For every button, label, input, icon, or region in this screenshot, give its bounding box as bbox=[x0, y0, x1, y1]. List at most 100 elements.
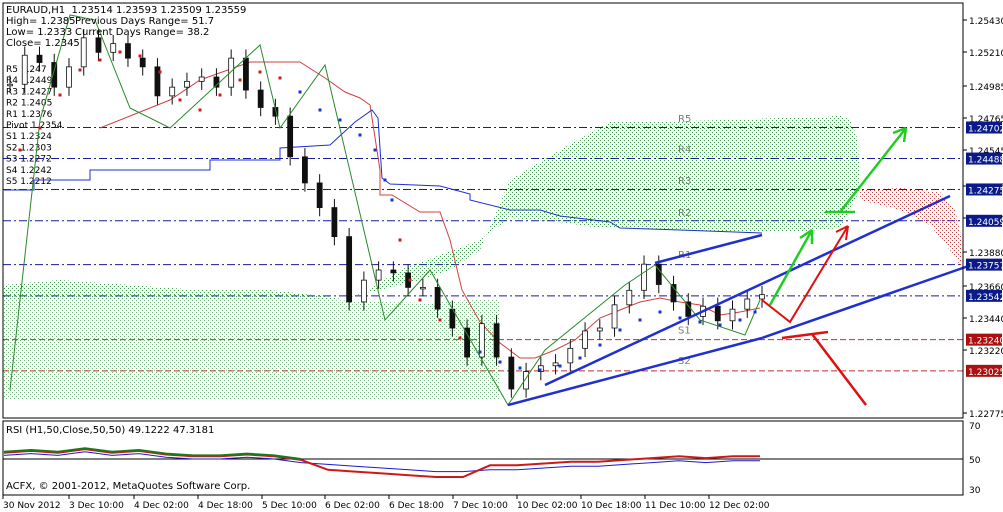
rsi-panel bbox=[3, 447, 963, 478]
pivot-label-5: Pivot 1.2354 bbox=[6, 121, 63, 131]
trend-dot bbox=[178, 98, 182, 102]
trend-dot bbox=[438, 318, 442, 322]
trend-channel-lower-start bbox=[507, 336, 763, 407]
trend-dot bbox=[18, 148, 22, 152]
trend-dot bbox=[218, 93, 222, 97]
x-tick-label: 4 Dec 02:00 bbox=[134, 501, 189, 511]
candle-body bbox=[169, 86, 176, 97]
stats-high: High= 1.2385 bbox=[6, 16, 76, 27]
price-tag-label: 1.24275 bbox=[968, 186, 1003, 196]
cloud-red-area bbox=[860, 188, 962, 268]
candle-body bbox=[611, 304, 618, 329]
candle-body bbox=[139, 57, 146, 68]
price-tag-label: 1.23240 bbox=[968, 337, 1003, 347]
price-tag-bg bbox=[966, 258, 1002, 271]
trend-dot bbox=[498, 360, 502, 364]
x-tick-label: 12 Dec 02:00 bbox=[709, 501, 770, 511]
trend-dot bbox=[738, 318, 742, 322]
rsi-green-line bbox=[3, 447, 302, 460]
trend-dot bbox=[383, 178, 387, 182]
level-label-r2: R2 bbox=[678, 208, 691, 219]
y-tick-label: 1.25210 bbox=[969, 49, 1003, 59]
red-arrowhead-1 bbox=[835, 225, 849, 241]
trend-dot bbox=[78, 68, 82, 72]
zigzag-line bbox=[9, 14, 761, 406]
candle-body bbox=[582, 330, 588, 349]
main-frame bbox=[2, 2, 964, 419]
pivot-label-6: S1 1.2324 bbox=[6, 132, 52, 142]
trend-dot bbox=[373, 148, 377, 152]
candle-body bbox=[36, 54, 43, 63]
green-arrowhead-1 bbox=[799, 228, 814, 244]
rsi-line bbox=[3, 451, 760, 473]
x-tick-label: 30 Nov 2012 bbox=[3, 501, 61, 511]
price-tag-bg bbox=[966, 289, 1002, 302]
red-arrow-2 bbox=[781, 330, 867, 406]
cloud-lower-area bbox=[4, 300, 500, 400]
x-tick-label: 10 Dec 02:00 bbox=[517, 501, 578, 511]
chart-frame bbox=[2, 2, 964, 496]
x-tick-label: 5 Dec 10:00 bbox=[262, 501, 317, 511]
candle-body bbox=[434, 287, 441, 310]
rsi-y-tick-label: 50 bbox=[969, 456, 981, 466]
stats-low: Low= 1.2333 bbox=[6, 27, 73, 38]
trend-dot bbox=[618, 328, 622, 332]
candle-body bbox=[228, 57, 235, 88]
trend-dot bbox=[398, 238, 402, 242]
trend-dot bbox=[558, 364, 562, 368]
candle-body bbox=[21, 54, 28, 85]
price-tags: 1.24702 1.24488 1.24275 1.24059 1.23757 1.235… bbox=[966, 121, 1003, 378]
price-tag-label: 1.23025 bbox=[968, 368, 1003, 378]
trend-dot bbox=[478, 350, 482, 354]
pivot-label-8: S3 1.2272 bbox=[6, 155, 52, 165]
candle-body bbox=[66, 66, 72, 88]
trend-dot bbox=[458, 336, 462, 340]
price-tag-label: 1.24488 bbox=[968, 156, 1003, 166]
candle-body bbox=[464, 327, 470, 358]
trend-dot bbox=[98, 58, 102, 62]
pivot-label-7: S2 1.2303 bbox=[6, 143, 52, 153]
price-tag-bg bbox=[966, 214, 1002, 227]
trend-dot bbox=[298, 90, 302, 94]
price-tag-bg bbox=[966, 121, 1002, 134]
candle-body bbox=[390, 269, 397, 274]
pivot-label-4: R1 1.2376 bbox=[6, 110, 53, 120]
level-label-r5: R5 bbox=[678, 114, 691, 125]
price-tag-label: 1.24059 bbox=[968, 218, 1003, 228]
trend-channel-lower bbox=[761, 260, 981, 340]
candle-body bbox=[729, 308, 736, 322]
x-tick-label: 6 Dec 18:00 bbox=[389, 501, 444, 511]
candle-body bbox=[478, 323, 485, 358]
trend-dot bbox=[418, 298, 422, 302]
indicator-bands bbox=[4, 61, 763, 359]
candle-body bbox=[552, 362, 559, 367]
candle-body bbox=[331, 207, 338, 238]
x-tick-label: 3 Dec 10:00 bbox=[69, 501, 124, 511]
candle-body bbox=[523, 371, 529, 390]
trend-dot bbox=[390, 198, 394, 202]
copyright-text: ACFX, © 2001-2012, MetaQuotes Software C… bbox=[6, 481, 251, 492]
trend-dot bbox=[678, 316, 682, 320]
trend-dot bbox=[358, 133, 362, 137]
symbol-header: EURAUD,H1 1.23514 1.23593 1.23509 1.2355… bbox=[6, 5, 247, 16]
candle-body bbox=[95, 37, 102, 53]
stats-close: Close= 1.2345 bbox=[6, 38, 80, 49]
trend-dot bbox=[258, 70, 262, 74]
trend-dot bbox=[38, 126, 42, 130]
green-arrow-1 bbox=[768, 229, 814, 306]
candle-body bbox=[154, 66, 161, 97]
y-tick-label: 1.24985 bbox=[969, 83, 1003, 93]
price-tag-bg bbox=[966, 152, 1002, 165]
candle-body bbox=[596, 327, 603, 332]
x-tick-label: 6 Dec 02:00 bbox=[325, 501, 380, 511]
trend-dot bbox=[638, 318, 642, 322]
trend-dot bbox=[538, 368, 542, 372]
candle-body bbox=[302, 156, 308, 184]
green-arrowhead-2 bbox=[892, 126, 908, 143]
candle-body bbox=[626, 289, 633, 306]
pivot-label-10: S5 1.2212 bbox=[6, 177, 52, 187]
level-label-r3: R3 bbox=[678, 176, 691, 187]
candle-body bbox=[567, 347, 574, 364]
